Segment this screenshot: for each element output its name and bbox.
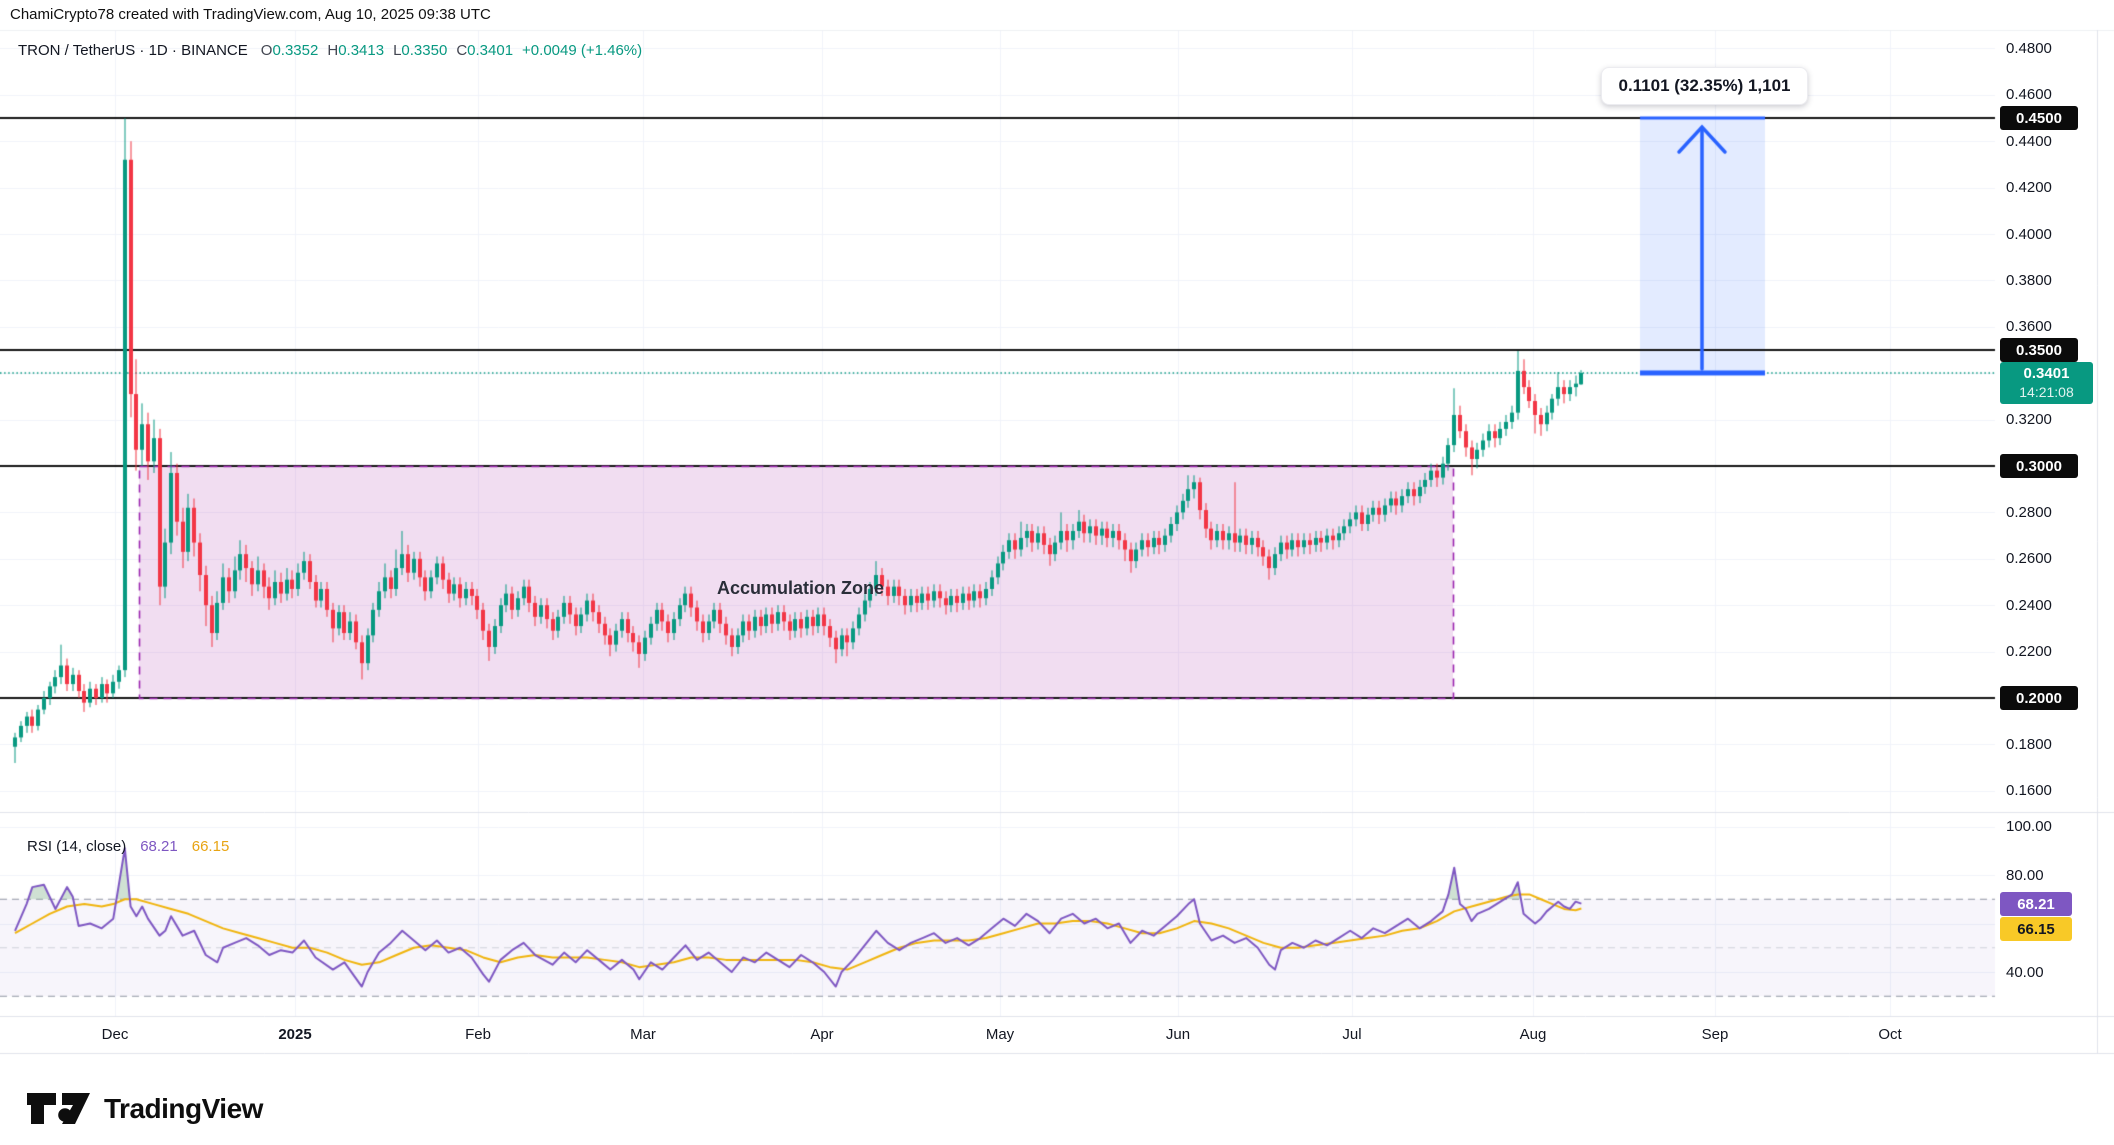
time-axis-label-apr: Apr: [810, 1026, 834, 1043]
bar-countdown: 14:21:08: [2019, 383, 2074, 400]
tradingview-logo-icon: [27, 1093, 90, 1124]
time-axis-label-sep: Sep: [1701, 1026, 1729, 1043]
time-axis-label-aug: Aug: [1519, 1026, 1547, 1043]
rsi-value-label: 68.21: [2000, 892, 2072, 916]
time-axis-label-may: May: [985, 1026, 1015, 1043]
last-price-label: 0.3401 14:21:08: [2000, 362, 2093, 404]
rsi-ma-value-label: 66.15: [2000, 917, 2072, 941]
time-axis-label-dec: Dec: [101, 1026, 129, 1043]
price-tick-label: 0.2600: [2006, 550, 2052, 568]
price-tick-label: 0.3200: [2006, 411, 2052, 429]
accumulation-zone-label[interactable]: Accumulation Zone: [717, 578, 885, 598]
price-tick-label: 0.2200: [2006, 643, 2052, 661]
price-tick-label: 0.4400: [2006, 132, 2052, 150]
time-axis-label-jul: Jul: [1342, 1026, 1362, 1043]
rsi-ma-value: 66.15: [191, 838, 230, 855]
price-tick-label: 0.2800: [2006, 503, 2052, 521]
symbol-legend[interactable]: TRON / TetherUS · 1D · BINANCE O0.3352 H0…: [18, 42, 642, 59]
rsi-tick-label: 40.00: [2006, 963, 2044, 981]
price-tick-label: 0.1800: [2006, 735, 2052, 753]
price-tick-label: 0.4200: [2006, 179, 2052, 197]
rsi-value: 68.21: [140, 838, 178, 855]
price-tick-label: 0.4800: [2006, 39, 2052, 57]
change-value: +0.0049 (+1.46%): [522, 42, 643, 59]
rsi-legend[interactable]: RSI (14, close) 68.21 66.15: [27, 838, 229, 855]
level-price-label: 0.4500: [2000, 106, 2078, 130]
time-axis-label-2025: 2025: [278, 1026, 312, 1043]
rsi-tick-label: 100.00: [2006, 818, 2052, 835]
ohlc-l: L0.3350: [393, 42, 448, 59]
time-axis-label-feb: Feb: [465, 1026, 491, 1043]
rsi-tick-label: 80.00: [2006, 866, 2044, 884]
time-axis-label-jun: Jun: [1165, 1026, 1191, 1043]
time-axis-label-oct: Oct: [1878, 1026, 1902, 1043]
symbol-title[interactable]: TRON / TetherUS · 1D · BINANCE: [18, 42, 248, 59]
price-tick-label: 0.4000: [2006, 225, 2052, 243]
price-tick-label: 0.2400: [2006, 596, 2052, 614]
ohlc-values: O0.3352 H0.3413 L0.3350 C0.3401: [261, 42, 513, 59]
time-axis-label-mar: Mar: [630, 1026, 656, 1043]
measure-tooltip-text: 0.1101 (32.35%) 1,101: [1618, 76, 1791, 95]
rsi-title[interactable]: RSI (14, close): [27, 838, 127, 855]
price-tick-label: 0.4600: [2006, 86, 2052, 104]
tradingview-logo-text: TradingView: [104, 1093, 263, 1124]
attribution-text: ChamiCrypto78 created with TradingView.c…: [10, 6, 491, 23]
price-tick-label: 0.1600: [2006, 782, 2052, 800]
ohlc-o: O0.3352: [260, 42, 319, 59]
measure-tooltip: 0.1101 (32.35%) 1,101: [1601, 67, 1808, 105]
ohlc-h: H0.3413: [327, 42, 385, 59]
last-price-value: 0.3401: [2023, 364, 2070, 382]
price-tick-label: 0.3600: [2006, 318, 2052, 336]
ohlc-c: C0.3401: [456, 42, 514, 59]
level-price-label: 0.2000: [2000, 686, 2078, 710]
level-price-label: 0.3000: [2000, 454, 2078, 478]
level-price-label: 0.3500: [2000, 338, 2078, 362]
tradingview-logo[interactable]: TradingView: [26, 1092, 263, 1126]
price-tick-label: 0.3800: [2006, 271, 2052, 289]
